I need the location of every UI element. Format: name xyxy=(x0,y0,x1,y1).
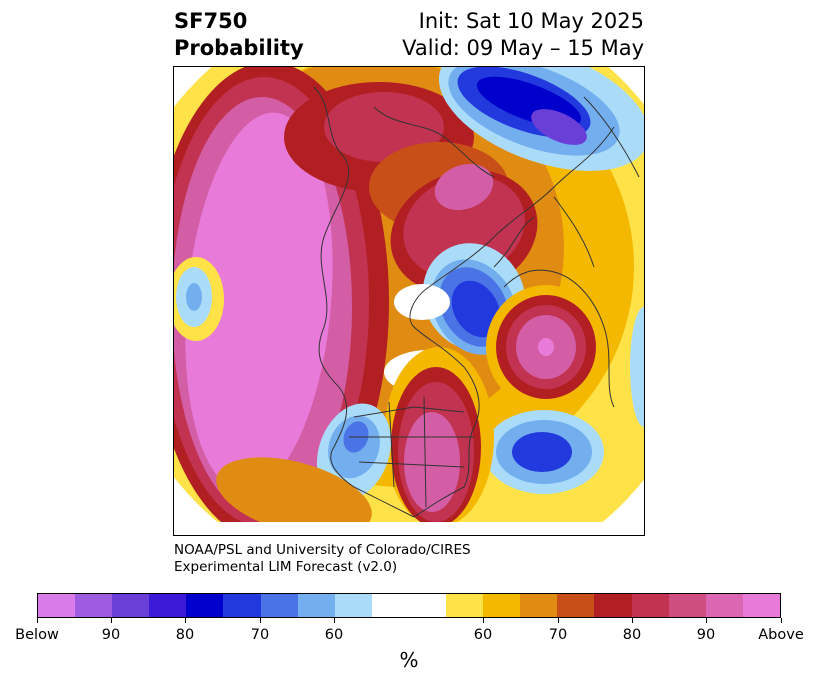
product-title: Probability xyxy=(174,36,304,60)
bottom-blank xyxy=(174,522,644,535)
coastline xyxy=(373,106,495,178)
coastline xyxy=(330,386,415,518)
colorbar-tick-mark xyxy=(483,618,484,623)
colorbar-segment xyxy=(408,594,447,617)
colorbar xyxy=(37,593,781,618)
coastline xyxy=(413,366,480,518)
colorbar-tick-label: 60 xyxy=(324,627,344,643)
colorbar-segment xyxy=(149,594,187,617)
map-canvas xyxy=(174,67,644,535)
colorbar-tick-label: Below xyxy=(15,627,59,643)
colorbar-tick-mark xyxy=(185,618,186,623)
coastline xyxy=(409,286,465,368)
colorbar-tick-mark xyxy=(558,618,559,623)
colorbar-segment xyxy=(112,594,150,617)
colorbar-segment xyxy=(186,594,224,617)
coastlines xyxy=(313,86,640,518)
colorbar-segment xyxy=(446,594,484,617)
coastline xyxy=(353,406,465,418)
colorbar-tick-label: 80 xyxy=(622,627,642,643)
colorbar-tick-label: 70 xyxy=(548,627,568,643)
atlantic-warm-peak xyxy=(538,338,554,356)
north-atlantic-violet xyxy=(531,109,587,145)
coastline xyxy=(503,269,615,408)
coastline xyxy=(428,126,615,288)
map-title-left: SF750 Probability xyxy=(174,8,304,62)
init-date: Init: Sat 10 May 2025 xyxy=(418,9,644,33)
atlantic-neutral xyxy=(394,284,450,320)
variable-title: SF750 xyxy=(174,9,248,33)
colorbar-segment xyxy=(631,594,669,617)
colorbar-tick-label: 70 xyxy=(250,627,270,643)
colorbar-segment xyxy=(742,594,780,617)
colorbar-segment xyxy=(38,594,76,617)
coastline xyxy=(313,86,350,388)
credit-line-2: Experimental LIM Forecast (v2.0) xyxy=(174,559,398,575)
colorbar-tick-label: 90 xyxy=(101,627,121,643)
lower-right-blue-core xyxy=(512,432,572,472)
west-edge-blue-core xyxy=(186,283,202,311)
colorbar-segment xyxy=(668,594,706,617)
colorbar-segment xyxy=(260,594,298,617)
credit-text: NOAA/PSL and University of Colorado/CIRE… xyxy=(174,542,471,576)
colorbar-segment xyxy=(520,594,558,617)
colorbar-tick-mark xyxy=(334,618,335,623)
colorbar-tick-mark xyxy=(260,618,261,623)
valid-range: Valid: 09 May – 15 May xyxy=(402,36,644,60)
coastline xyxy=(583,96,640,178)
colorbar-tick-mark xyxy=(111,618,112,623)
colorbar-tick-mark xyxy=(632,618,633,623)
coastline xyxy=(388,401,395,488)
europe-blue-core xyxy=(451,280,501,338)
na-warm-core xyxy=(404,412,460,512)
map-title-right: Init: Sat 10 May 2025 Valid: 09 May – 15… xyxy=(402,8,644,62)
arctic-anomaly-core xyxy=(434,163,494,211)
colorbar-tick-mark xyxy=(37,618,38,623)
colorbar-tick-mark xyxy=(781,618,782,623)
colorbar-segment xyxy=(334,594,372,617)
credit-line-1: NOAA/PSL and University of Colorado/CIRE… xyxy=(174,542,471,558)
colorbar-segment xyxy=(557,594,595,617)
colorbar-segment xyxy=(371,594,409,617)
colorbar-tick-mark xyxy=(706,618,707,623)
colorbar-segment xyxy=(594,594,632,617)
coastline xyxy=(358,461,465,468)
colorbar-tick-label: 80 xyxy=(175,627,195,643)
probability-field xyxy=(174,67,644,535)
colorbar-segment xyxy=(223,594,261,617)
coastline xyxy=(423,396,427,508)
siberia-core xyxy=(324,92,444,162)
colorbar-tick-label: 90 xyxy=(696,627,716,643)
colorbar-segment xyxy=(705,594,743,617)
coastline xyxy=(493,216,535,268)
colorbar-tick-label: 60 xyxy=(473,627,493,643)
forecast-map xyxy=(173,66,645,536)
southwest-orange xyxy=(216,457,372,535)
pacific-anomaly-core xyxy=(185,112,333,492)
colorbar-segment xyxy=(483,594,521,617)
colorbar-segment xyxy=(75,594,113,617)
east-edge-blue xyxy=(630,307,644,427)
colorbar-segment xyxy=(297,594,335,617)
colorbar-tick-label: Above xyxy=(758,627,804,643)
coastline xyxy=(553,196,595,268)
colorbar-unit: % xyxy=(399,648,419,672)
